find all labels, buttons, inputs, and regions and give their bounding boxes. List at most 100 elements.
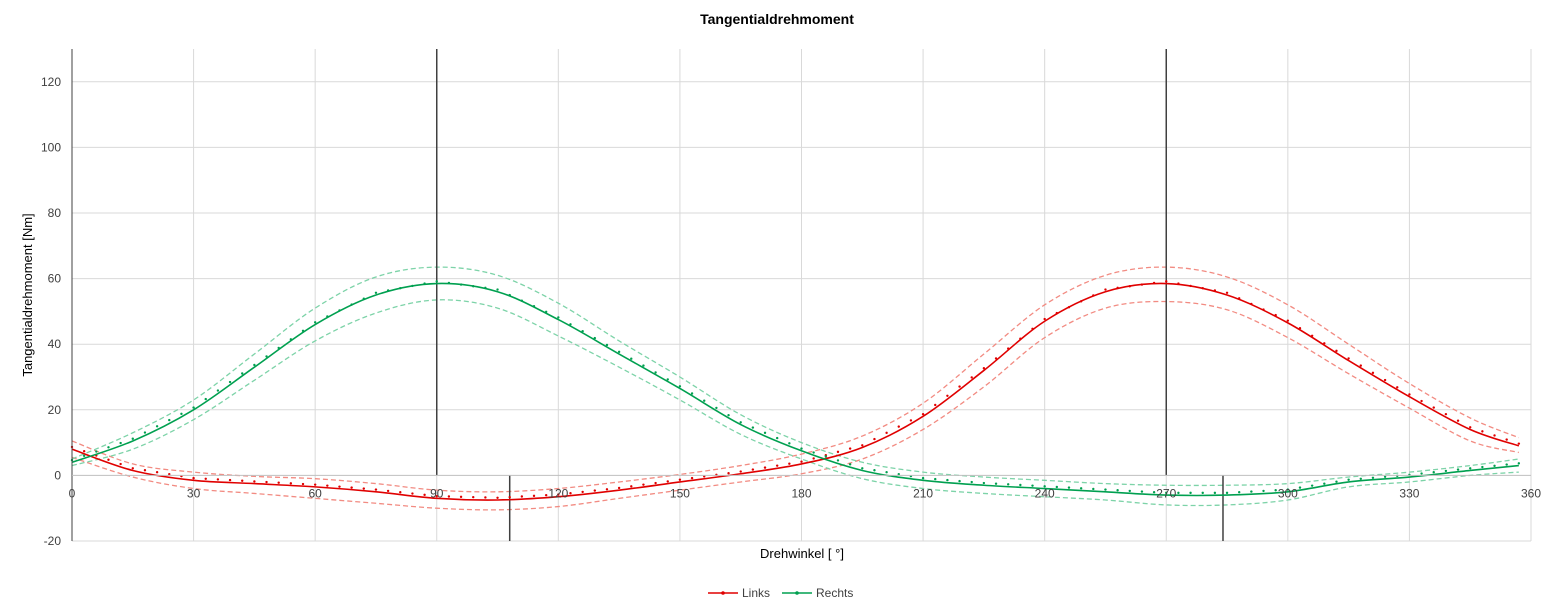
data-point bbox=[1177, 282, 1180, 285]
data-point bbox=[1079, 300, 1083, 303]
data-point bbox=[496, 496, 499, 499]
data-point bbox=[934, 477, 937, 481]
data-point bbox=[277, 346, 280, 350]
data-point bbox=[1238, 491, 1241, 494]
data-point bbox=[836, 459, 840, 462]
data-point bbox=[885, 431, 888, 435]
data-point bbox=[532, 494, 536, 498]
data-point bbox=[751, 426, 755, 429]
legend-label-rechts: Rechts bbox=[816, 586, 853, 600]
data-point bbox=[1469, 467, 1472, 470]
data-point bbox=[763, 466, 767, 469]
data-point bbox=[472, 285, 475, 288]
data-point bbox=[788, 462, 791, 465]
data-point bbox=[909, 419, 913, 422]
data-point bbox=[812, 457, 815, 460]
data-point bbox=[946, 478, 949, 482]
data-point bbox=[1493, 464, 1496, 468]
data-point bbox=[788, 442, 791, 445]
data-point bbox=[374, 291, 378, 294]
data-point bbox=[1225, 491, 1229, 495]
data-point bbox=[107, 458, 110, 461]
data-point bbox=[1213, 491, 1217, 495]
data-point bbox=[994, 357, 998, 360]
data-point bbox=[727, 472, 730, 475]
data-point bbox=[678, 478, 682, 481]
data-point bbox=[277, 481, 280, 484]
data-point bbox=[1043, 485, 1046, 488]
data-point bbox=[751, 468, 755, 471]
data-point bbox=[1128, 285, 1131, 288]
chart-title: Tangentialdrehmoment bbox=[700, 11, 854, 27]
data-point bbox=[654, 371, 657, 374]
data-point bbox=[484, 496, 487, 499]
y-tick-label: 120 bbox=[41, 75, 61, 89]
y-tick-label: 80 bbox=[48, 206, 62, 220]
data-point bbox=[617, 486, 621, 490]
legend-item-links[interactable]: Links bbox=[708, 586, 770, 600]
data-point bbox=[95, 450, 98, 453]
data-point bbox=[399, 287, 402, 290]
data-point bbox=[581, 329, 584, 333]
data-point bbox=[921, 476, 925, 480]
data-point bbox=[824, 455, 828, 458]
data-point bbox=[228, 478, 232, 482]
x-tick-label: 210 bbox=[913, 486, 933, 500]
x-tick-label: 30 bbox=[187, 486, 201, 500]
legend-marker-links bbox=[721, 591, 725, 595]
data-point bbox=[472, 495, 475, 499]
data-point bbox=[350, 486, 353, 489]
data-point bbox=[1213, 289, 1217, 292]
data-point bbox=[399, 491, 402, 494]
data-point bbox=[1019, 337, 1022, 340]
data-point bbox=[775, 436, 779, 440]
tick-labels: -20 0 20 40 60 80 100 120 0 30 60 90 120 150 180 210 240… bbox=[41, 75, 1541, 548]
data-point bbox=[1055, 485, 1059, 489]
data-point bbox=[1067, 306, 1071, 309]
data-point bbox=[630, 357, 633, 360]
data-point bbox=[508, 495, 511, 499]
data-point bbox=[338, 309, 341, 312]
data-point bbox=[411, 492, 414, 495]
data-point bbox=[848, 463, 852, 466]
data-point bbox=[131, 467, 134, 470]
data-point bbox=[544, 310, 548, 314]
data-point bbox=[1006, 347, 1010, 350]
data-point bbox=[1310, 484, 1314, 487]
data-point bbox=[1250, 302, 1253, 306]
x-tick-label: 270 bbox=[1156, 486, 1176, 500]
data-point bbox=[386, 289, 390, 292]
data-point bbox=[739, 421, 742, 424]
data-point bbox=[143, 469, 147, 472]
data-point bbox=[666, 480, 669, 483]
data-point bbox=[970, 480, 973, 484]
data-point bbox=[508, 293, 511, 297]
data-point bbox=[1432, 406, 1435, 409]
data-point bbox=[447, 495, 451, 498]
data-point bbox=[1444, 469, 1448, 473]
data-point bbox=[1432, 471, 1435, 474]
data-point bbox=[897, 425, 900, 428]
data-point bbox=[350, 303, 353, 306]
data-point bbox=[192, 406, 195, 409]
data-point bbox=[1043, 317, 1046, 321]
data-point bbox=[82, 450, 86, 453]
x-tick-label: 150 bbox=[670, 486, 690, 500]
data-point bbox=[301, 482, 305, 486]
data-point bbox=[423, 282, 426, 285]
legend-label-links: Links bbox=[742, 586, 770, 600]
y-tick-label: 60 bbox=[48, 272, 62, 286]
data-point bbox=[411, 284, 414, 288]
data-point bbox=[362, 487, 365, 490]
data-point bbox=[1444, 412, 1448, 416]
data-point bbox=[642, 483, 645, 486]
data-point bbox=[1140, 490, 1144, 493]
legend-item-rechts[interactable]: Rechts bbox=[782, 586, 853, 600]
data-point bbox=[1383, 378, 1387, 382]
data-point bbox=[921, 412, 925, 416]
data-point bbox=[520, 299, 524, 302]
y-tick-label: -20 bbox=[44, 534, 62, 548]
data-point bbox=[958, 479, 961, 483]
data-point bbox=[544, 493, 548, 497]
x-axis-label: Drehwinkel [ °] bbox=[760, 546, 844, 561]
